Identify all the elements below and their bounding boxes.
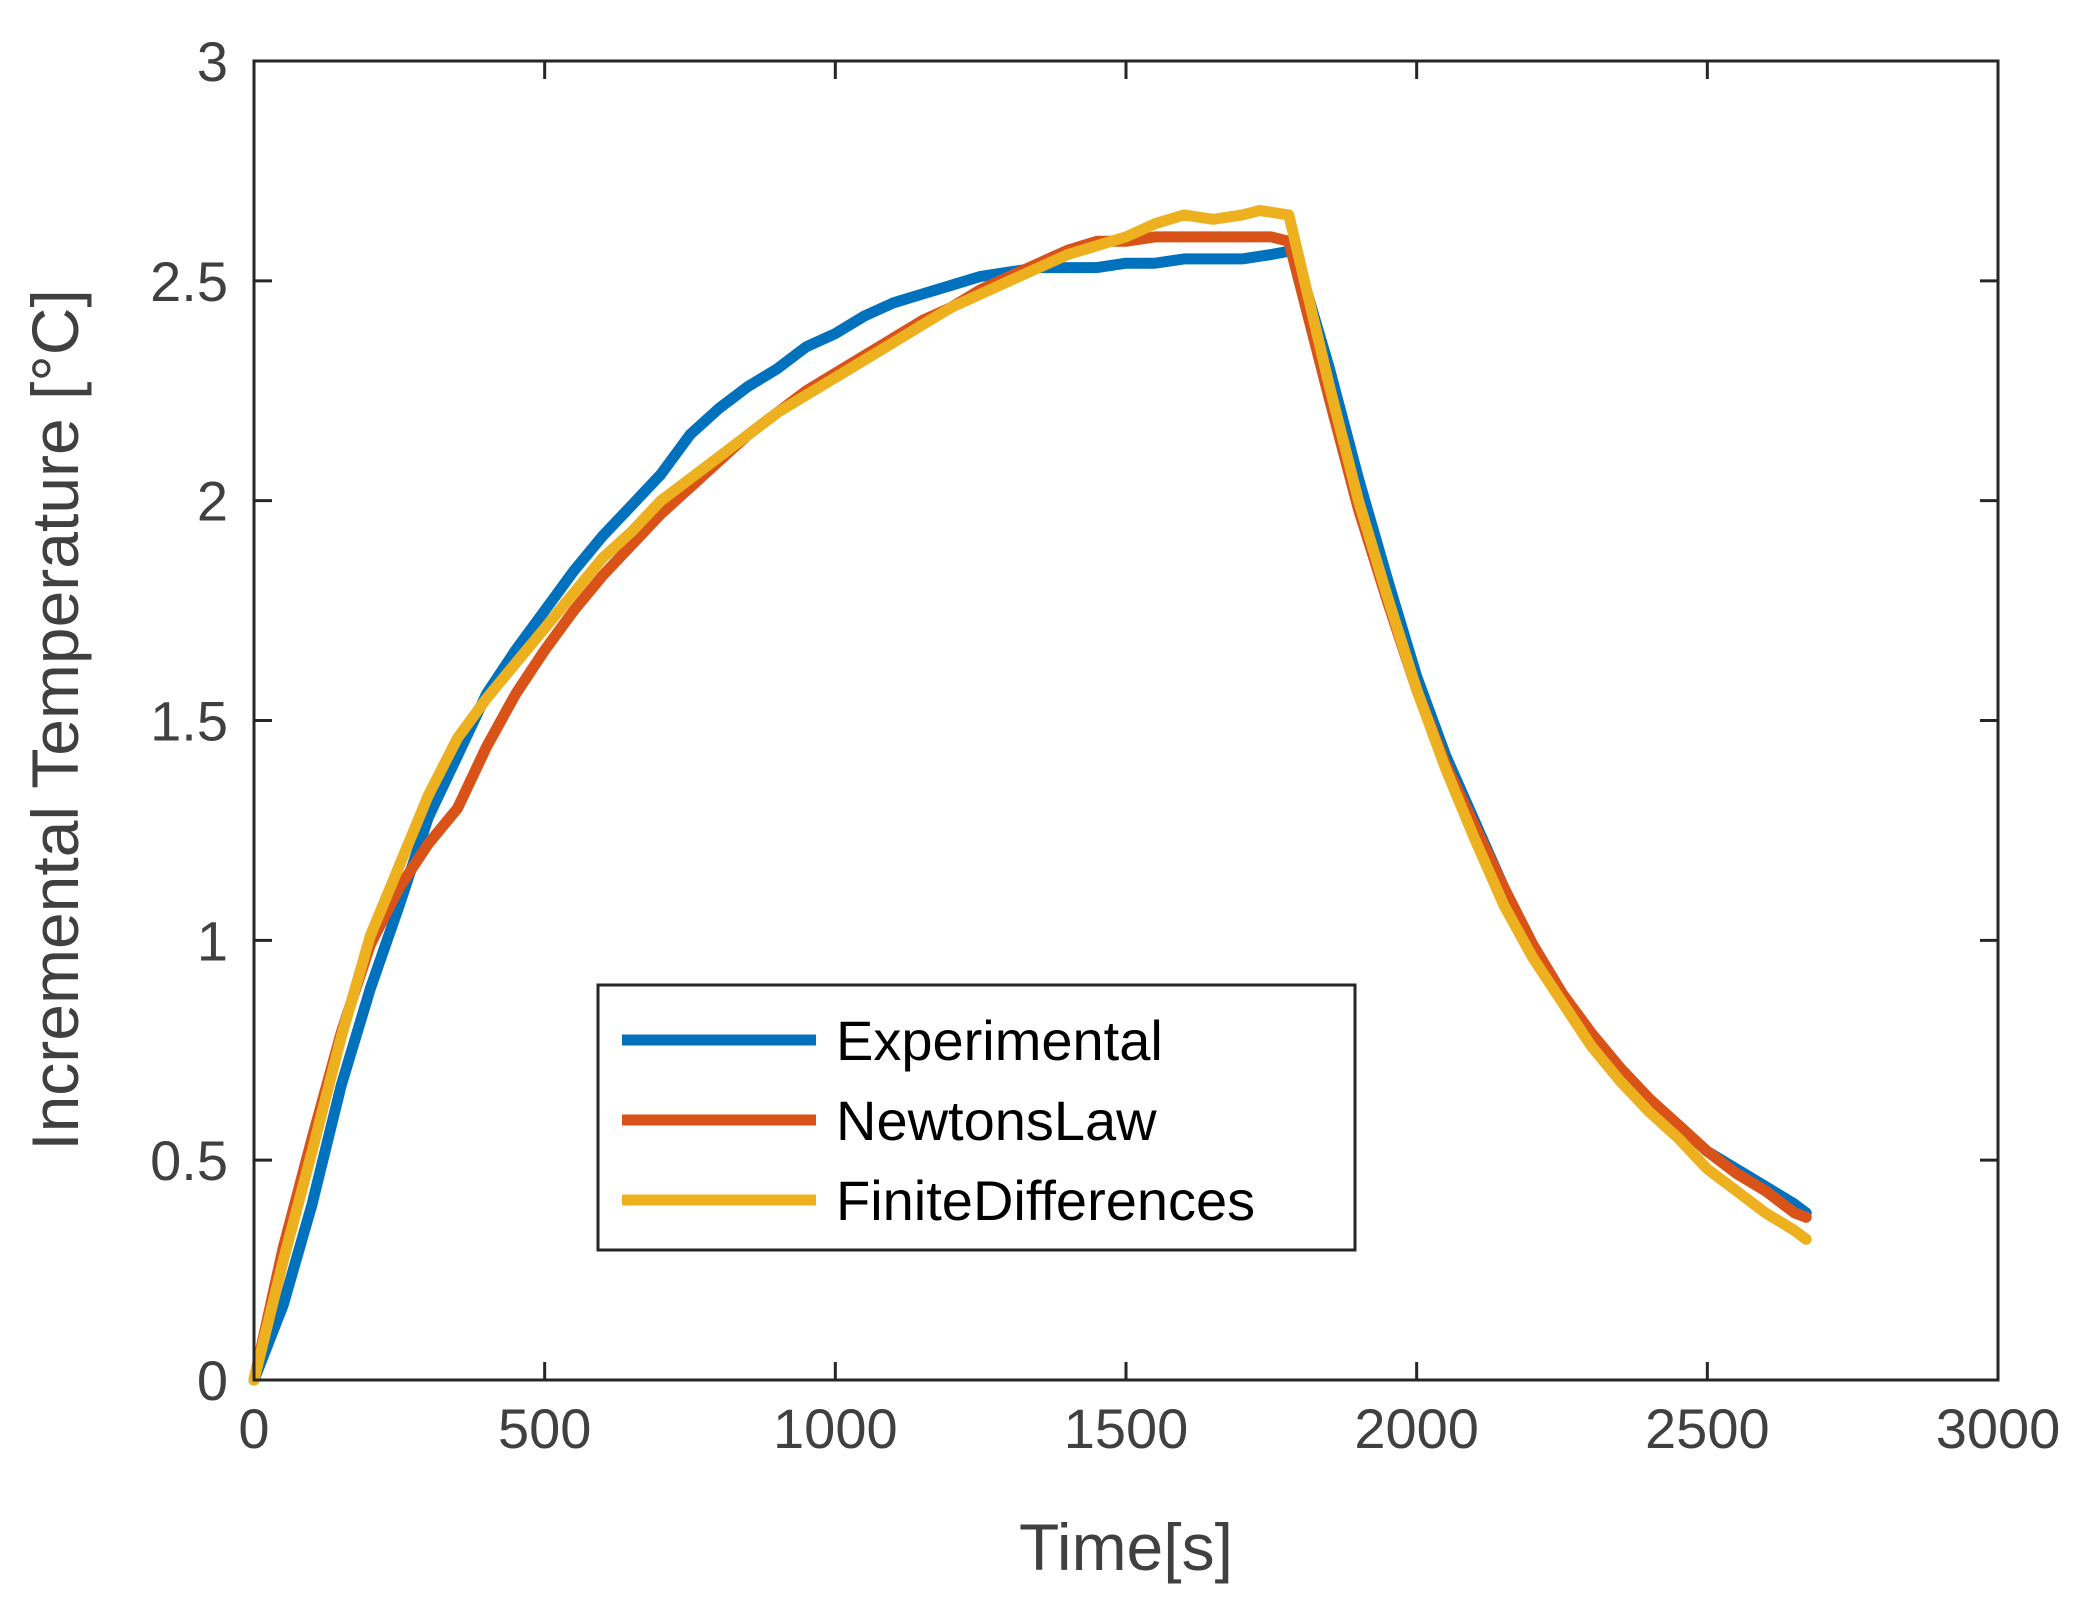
y-axis-title: Incremental Temperature [°C] (18, 289, 92, 1151)
y-tick-label: 0.5 (150, 1129, 228, 1192)
x-axis-title: Time[s] (1019, 1510, 1233, 1584)
series-line-finitedifferences (248, 205, 1812, 1386)
x-tick-label: 500 (498, 1397, 591, 1460)
legend-label-finitedifferences: FiniteDifferences (836, 1169, 1255, 1232)
x-tick-label: 1500 (1064, 1397, 1189, 1460)
plot-frame (252, 59, 2000, 1382)
legend-box (596, 983, 1357, 1252)
legend-label-experimental: Experimental (836, 1009, 1163, 1072)
x-tick-label: 2000 (1354, 1397, 1479, 1460)
y-tick-labels: 0 0.5 1 1.5 2 2.5 3 (150, 30, 228, 1412)
y-tick-label: 3 (197, 30, 228, 93)
y-tick-label: 1.5 (150, 690, 228, 753)
y-tick-label: 2 (197, 470, 228, 533)
y-tick-label: 0 (197, 1349, 228, 1412)
x-tick-labels: 0 500 1000 1500 2000 2500 3000 (238, 1397, 2060, 1460)
x-tick-label: 3000 (1936, 1397, 2061, 1460)
ticks-layer (252, 59, 2000, 1382)
y-tick-label: 1 (197, 909, 228, 972)
x-tick-label: 2500 (1645, 1397, 1770, 1460)
y-tick-label: 2.5 (150, 250, 228, 313)
legend-label-newtonslaw: NewtonsLaw (836, 1089, 1157, 1152)
legend: Experimental NewtonsLaw FiniteDifferences (596, 983, 1357, 1252)
series-layer (248, 205, 1812, 1386)
x-tick-label: 1000 (773, 1397, 898, 1460)
x-tick-label: 0 (238, 1397, 269, 1460)
legend-entries: Experimental NewtonsLaw FiniteDifferences (622, 1009, 1255, 1232)
